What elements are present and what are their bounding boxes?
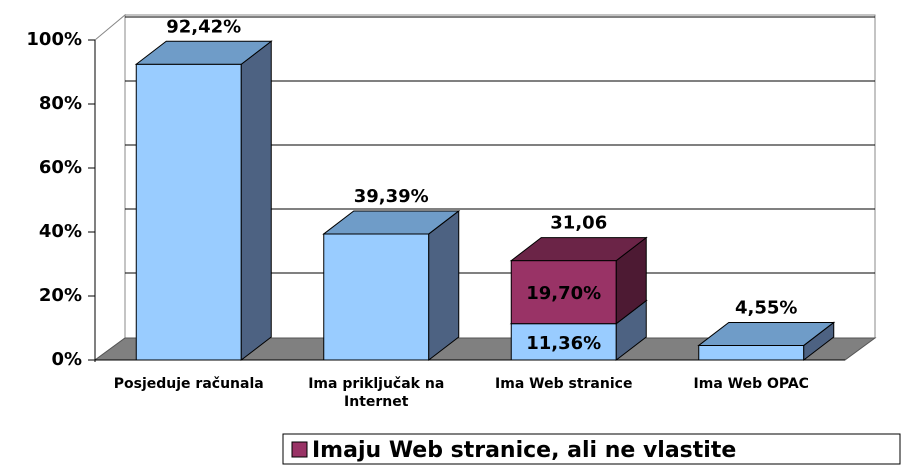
bar-front [510, 323, 617, 361]
y-tick-label: 40% [39, 221, 82, 242]
bar-front [510, 260, 617, 325]
x-tick-label: Posjeduje računala [113, 376, 264, 392]
bar-side [240, 40, 272, 362]
total-label: 31,06 [550, 213, 607, 234]
legend-label: Imaju Web stranice, ali ne vlastite [312, 438, 736, 463]
x-tick-label: Ima Web stranice [495, 376, 633, 392]
y-tick-label: 100% [26, 29, 82, 50]
x-tick-label: Ima priključak na Internet [308, 376, 445, 410]
bar-front [135, 63, 242, 361]
y-tick-label: 80% [39, 93, 82, 114]
x-tick-label: Ima Web OPAC [693, 376, 809, 392]
data-label: 19,70% [526, 283, 601, 304]
bar-side [428, 209, 460, 362]
y-tick-label: 20% [39, 285, 82, 306]
data-label: 39,39% [354, 186, 429, 207]
bar-top [509, 237, 648, 262]
legend [282, 433, 901, 465]
bar-top [134, 40, 273, 65]
data-label: 11,36% [526, 333, 601, 354]
data-label: 92,42% [166, 16, 241, 37]
y-tick-label: 60% [39, 157, 82, 178]
legend-swatch [291, 441, 308, 458]
bar-front [698, 344, 805, 361]
bar-front [323, 233, 430, 361]
y-tick-label: 0% [51, 349, 82, 370]
bar-top [322, 210, 461, 235]
data-label: 4,55% [735, 297, 797, 318]
bar-top [697, 321, 836, 346]
side-wall [94, 13, 126, 361]
